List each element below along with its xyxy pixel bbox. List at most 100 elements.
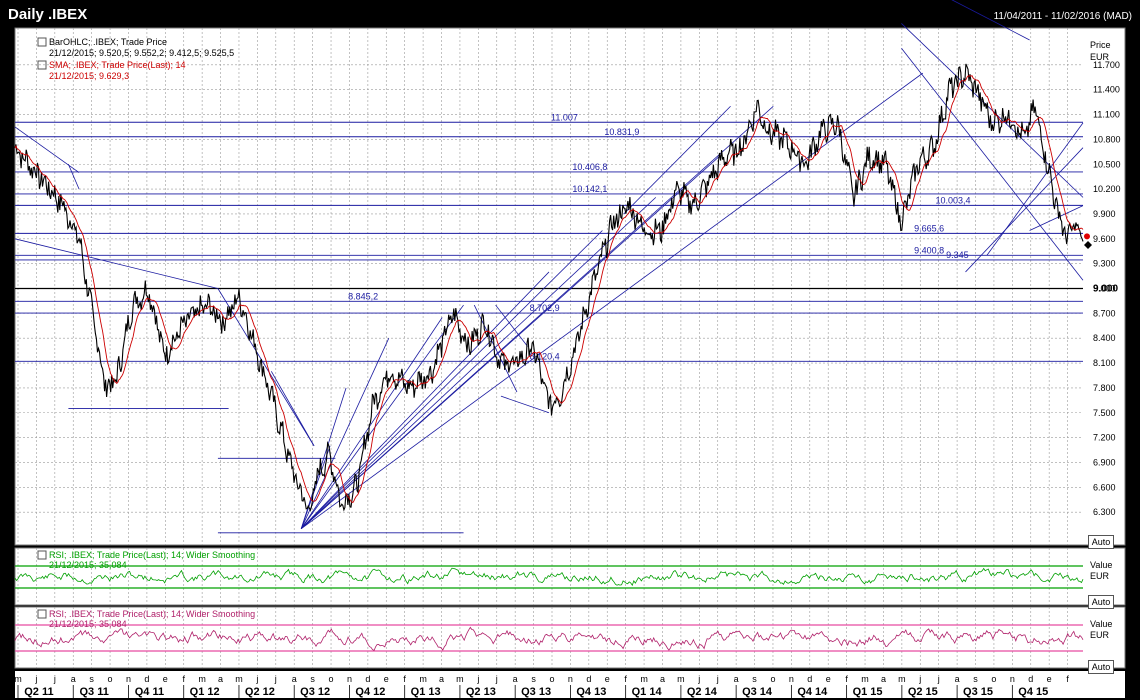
month-tick-label: f [624,674,627,684]
level-label: 8.845,2 [348,291,378,301]
month-tick-label: n [789,674,794,684]
sma-series [14,75,1084,503]
month-tick-label: d [807,674,812,684]
rsi1-series [14,567,1084,587]
quarter-tick-label: Q4 13 [576,686,606,698]
month-tick-label: j [476,674,479,684]
month-tick-label: n [568,674,573,684]
quarter-tick-label: Q3 11 [79,686,108,698]
price-tick-label: 7.200 [1093,433,1116,443]
rsi2-auto-button[interactable]: Auto [1088,660,1114,674]
diagonal-trendline [965,147,1084,273]
level-label: 9.665,6 [914,223,944,233]
last-sma-marker [1084,233,1090,240]
quarter-tick-label: Q4 15 [1018,686,1048,698]
chart-title: Daily .IBEX [8,6,88,23]
time-axis-bg [15,671,1125,698]
month-tick-label: a [881,674,886,684]
quarter-tick-label: Q1 14 [632,686,663,698]
fan-trendline [300,105,774,530]
month-tick-label: j [274,674,277,684]
level-label: 9.400,8 [914,245,944,255]
month-tick-label: f [403,674,406,684]
month-tick-label: e [605,674,610,684]
price-tick-label: 10.500 [1093,159,1121,169]
price-tick-label: 11.400 [1093,85,1120,95]
date-range: 11/04/2011 - 11/02/2016 (MAD) [993,11,1132,22]
month-tick-label: m [677,674,685,684]
month-tick-label: d [144,674,149,684]
month-tick-label: o [108,674,113,684]
price-tick-label: 9.900 [1093,209,1116,219]
month-tick-label: f [845,674,848,684]
diagonal-trendline [217,288,315,447]
fan-trendline [300,338,390,529]
month-tick-label: e [384,674,389,684]
legend-sma-values: 21/12/2015; 9.629,3 [49,71,129,81]
level-label: 10.406,8 [572,162,607,172]
level-label: 11.007 [551,112,578,122]
rsi1-auto-button[interactable]: Auto [1088,595,1114,609]
bold-level-label: 9.000 [1093,284,1118,295]
rsi1-legend-icon [37,550,47,560]
month-tick-label: j [34,674,37,684]
month-tick-label: f [182,674,185,684]
price-tick-label: 7.500 [1093,408,1116,418]
diagonal-trendline [14,238,219,289]
quarter-tick-label: Q2 11 [24,686,53,698]
month-tick-label: e [826,674,831,684]
level-label: 10.003,4 [935,195,970,205]
diagonal-trendline [986,122,1084,256]
price-series [14,63,1084,512]
rsi1-axis-unit: EUR [1090,571,1110,581]
main-panel-bg [14,27,1126,546]
fan-trendline [300,197,657,530]
month-tick-label: a [660,674,665,684]
month-tick-label: j [697,674,700,684]
quarter-tick-label: Q4 12 [355,686,385,698]
level-label: 8.702,9 [530,303,560,313]
quarter-tick-label: Q4 14 [797,686,828,698]
month-tick-label: s [310,674,315,684]
month-tick-label: j [255,674,258,684]
month-tick-label: e [1047,674,1052,684]
main-auto-button[interactable]: Auto [1088,535,1114,549]
price-tick-label: 6.600 [1093,482,1116,492]
diagonal-trendline [901,48,1084,281]
fan-trendline [300,304,464,529]
quarter-tick-label: Q1 15 [853,686,883,698]
month-tick-label: d [365,674,370,684]
quarter-tick-label: Q4 11 [135,686,164,698]
month-tick-label: f [1066,674,1069,684]
month-tick-label: j [918,674,921,684]
price-axis-unit: EUR [1090,52,1110,62]
price-tick-label: 10.800 [1093,134,1121,144]
rsi1-axis-title: Value [1090,560,1112,570]
month-tick-label: j [53,674,56,684]
price-tick-label: 9.600 [1093,234,1116,244]
month-tick-label: o [770,674,775,684]
month-tick-label: n [126,674,131,684]
quarter-tick-label: Q3 15 [963,686,993,698]
price-tick-label: 9.300 [1093,259,1116,269]
level-label: 8.120,4 [530,351,560,361]
rsi2-series [14,626,1084,651]
rsi2-legend-text: RSI; .IBEX; Trade Price(Last); 14; Wider… [49,609,255,619]
price-tick-label: 6.900 [1093,457,1116,467]
price-tick-label: 11.700 [1093,60,1120,70]
price-tick-label: 8.400 [1093,333,1116,343]
diagonal-trendline [1029,205,1084,231]
month-tick-label: o [329,674,334,684]
diagonal-trendline [68,164,80,190]
price-tick-label: 8.100 [1093,358,1116,368]
fan-trendline [300,317,443,529]
quarter-tick-label: Q3 12 [300,686,330,698]
rsi2-axis-unit: EUR [1090,630,1110,640]
quarter-tick-label: Q3 14 [742,686,773,698]
rsi2-legend-values: 21/12/2015; 35,084 [49,619,127,629]
month-tick-label: m [419,674,427,684]
legend-sma-text: SMA; .IBEX; Trade Price(Last); 14 [49,60,186,70]
quarter-tick-label: Q3 13 [521,686,551,698]
legend-ohlc-text: BarOHLC; .IBEX; Trade Price [49,37,167,47]
